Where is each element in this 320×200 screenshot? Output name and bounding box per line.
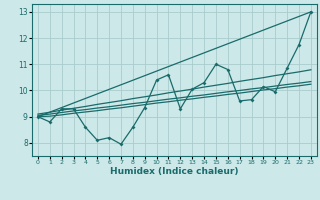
X-axis label: Humidex (Indice chaleur): Humidex (Indice chaleur) (110, 167, 239, 176)
